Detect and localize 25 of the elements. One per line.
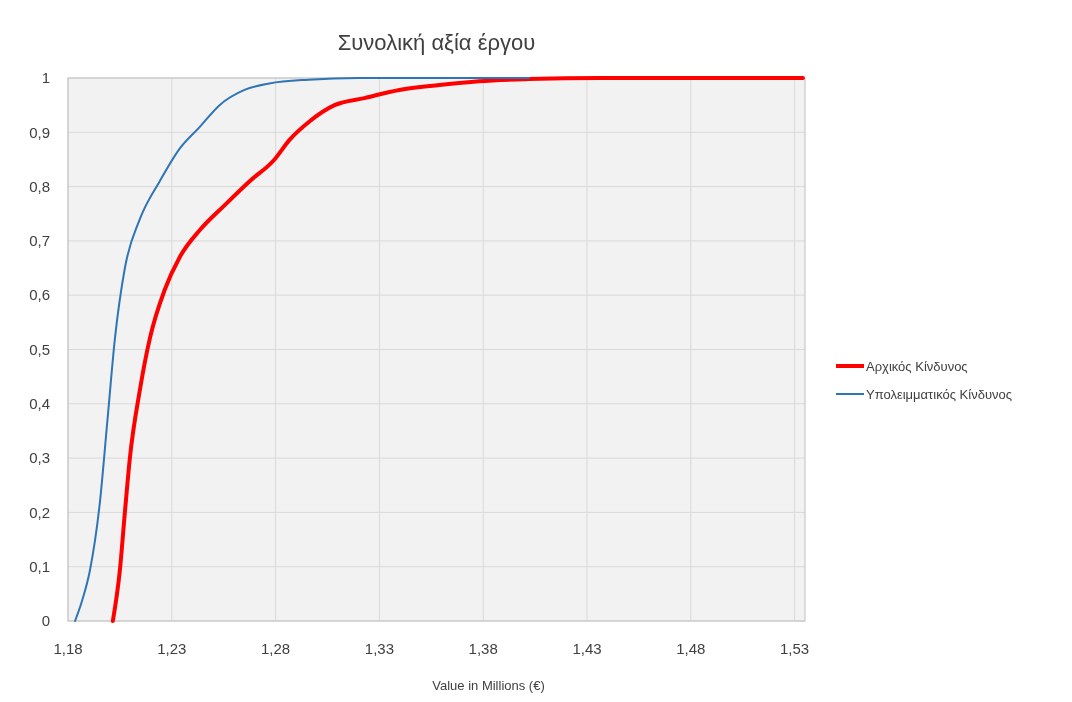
- x-tick-label: 1,38: [468, 640, 498, 657]
- x-tick-label: 1,23: [157, 640, 187, 657]
- legend-label: Αρχικός Κίνδυνος: [866, 358, 968, 374]
- y-tick-label: 0,7: [29, 232, 50, 250]
- y-tick-label: 0,9: [29, 123, 50, 141]
- x-tick-label: 1,18: [53, 640, 83, 657]
- y-tick-label: 0,2: [29, 503, 50, 521]
- y-tick-label: 0,1: [29, 557, 50, 575]
- legend-label: Υπολειμματικός Κίνδυνος: [866, 386, 1012, 402]
- x-tick-label: 1,33: [364, 640, 395, 657]
- x-tick-label: 1,48: [676, 640, 706, 657]
- y-tick-label: 0,3: [29, 449, 50, 467]
- x-axis-title: Value in Millions (€): [432, 678, 545, 693]
- y-tick-label: 0: [41, 612, 50, 630]
- x-tick-label: 1,53: [780, 640, 810, 657]
- y-tick-label: 1: [41, 69, 50, 87]
- chart-title: Συνολική αξία έργου: [337, 30, 536, 55]
- line-series: [110, 76, 805, 623]
- x-tick-label: 1,43: [572, 640, 602, 657]
- y-tick-label: 0,6: [29, 286, 50, 304]
- y-tick-label: 0,5: [29, 340, 50, 358]
- y-tick-label: 0,4: [29, 395, 50, 413]
- line-series: [74, 77, 530, 622]
- y-tick-label: 0,8: [29, 177, 50, 195]
- x-tick-label: 1,28: [261, 640, 291, 657]
